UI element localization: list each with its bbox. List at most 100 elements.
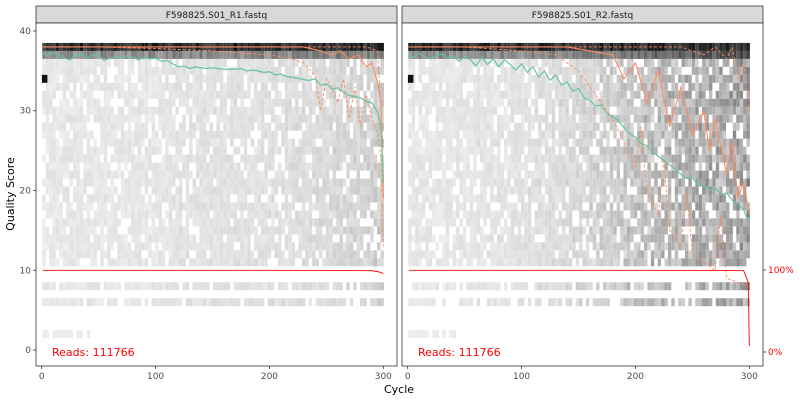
heat-cell [216, 170, 220, 179]
heat-cell [452, 282, 457, 291]
heat-cell [698, 122, 703, 131]
heat-cell [517, 50, 522, 59]
heat-cell [633, 282, 638, 291]
panel-border-r1 [35, 22, 398, 367]
heat-cell [640, 66, 644, 75]
heat-cell [86, 66, 91, 75]
heat-cell [408, 226, 412, 235]
heat-cell [445, 98, 450, 107]
heat-cell [151, 66, 156, 75]
heat-cell [257, 74, 261, 83]
heat-cell [73, 122, 77, 131]
heat-cell [373, 162, 378, 171]
heat-cell [527, 194, 532, 203]
heat-cell [209, 66, 214, 75]
heat-cell [620, 218, 624, 227]
heat-cell [168, 82, 173, 91]
heat-cell [86, 98, 91, 107]
heat-cell [418, 242, 422, 251]
heat-cell [589, 258, 593, 267]
heat-cell [517, 250, 522, 259]
heat-cell [260, 146, 265, 155]
heat-cell [185, 162, 190, 171]
heat-cell [315, 178, 319, 187]
heat-cell [541, 218, 545, 227]
heat-cell [141, 82, 145, 91]
heat-cell [565, 202, 569, 211]
heat-cell [79, 226, 84, 235]
heat-cell [332, 226, 337, 235]
heat-cell [260, 202, 265, 211]
heat-cell [548, 98, 552, 107]
heat-cell [428, 154, 433, 163]
heat-cell [691, 194, 696, 203]
heat-cell [667, 74, 672, 83]
heat-cell [466, 258, 470, 267]
heat-cell [206, 226, 210, 235]
heat-cell [456, 106, 460, 115]
heat-cell [517, 82, 522, 91]
heat-cell [52, 282, 56, 291]
heat-cell [531, 98, 535, 107]
heat-cell [476, 98, 481, 107]
heat-cell [521, 178, 525, 187]
heat-cell [640, 154, 644, 163]
heat-cell [93, 218, 97, 227]
heat-cell [278, 66, 282, 75]
heat-cell [254, 50, 258, 59]
heat-cell [486, 106, 491, 115]
heat-cell [572, 138, 576, 147]
heat-cell [647, 146, 651, 155]
heat-cell [339, 282, 343, 291]
heat-cell [490, 90, 494, 99]
heat-cell [192, 130, 197, 139]
heat-cell [339, 178, 343, 187]
heat-cell [609, 58, 614, 67]
heat-cell [240, 58, 244, 67]
heat-cell [185, 250, 190, 259]
heat-cell [647, 194, 651, 203]
heat-cell [691, 154, 696, 163]
heat-cell [131, 186, 135, 195]
heat-cell [59, 178, 63, 187]
heat-cell [96, 146, 101, 155]
heat-cell [117, 234, 121, 243]
heat-cell [213, 250, 217, 259]
heat-cell [473, 58, 477, 67]
heat-cell [158, 162, 162, 171]
heat-cell [702, 90, 706, 99]
heat-cell [585, 42, 590, 51]
heat-cell [507, 138, 511, 147]
heat-cell [69, 298, 74, 307]
heat-cell [353, 234, 357, 243]
heat-cell [415, 282, 419, 291]
heat-cell [579, 82, 583, 91]
heat-cell [305, 50, 309, 59]
heat-cell [725, 298, 730, 307]
heat-cell [466, 298, 470, 307]
heat-cell [572, 90, 576, 99]
heat-cell [698, 162, 703, 171]
heat-cell [661, 98, 665, 107]
heat-cell [62, 330, 67, 339]
heat-cell [230, 210, 234, 219]
heat-cell [185, 106, 190, 115]
heat-cell [69, 74, 74, 83]
heat-cell [52, 226, 56, 235]
heat-cell [284, 138, 289, 147]
heat-cell [90, 202, 94, 211]
heat-cell [599, 234, 603, 243]
heat-cell [318, 210, 323, 219]
heat-cell [729, 90, 733, 99]
heat-cell [534, 298, 539, 307]
heat-cell [449, 282, 453, 291]
heat-cell [366, 202, 371, 211]
heat-cell [637, 50, 641, 59]
heat-cell [199, 226, 203, 235]
heat-cell [182, 74, 186, 83]
heat-cell [589, 282, 593, 291]
heat-cell [497, 58, 501, 67]
heat-cell [301, 186, 306, 195]
heat-cell [722, 242, 726, 251]
heat-cell [623, 242, 627, 251]
